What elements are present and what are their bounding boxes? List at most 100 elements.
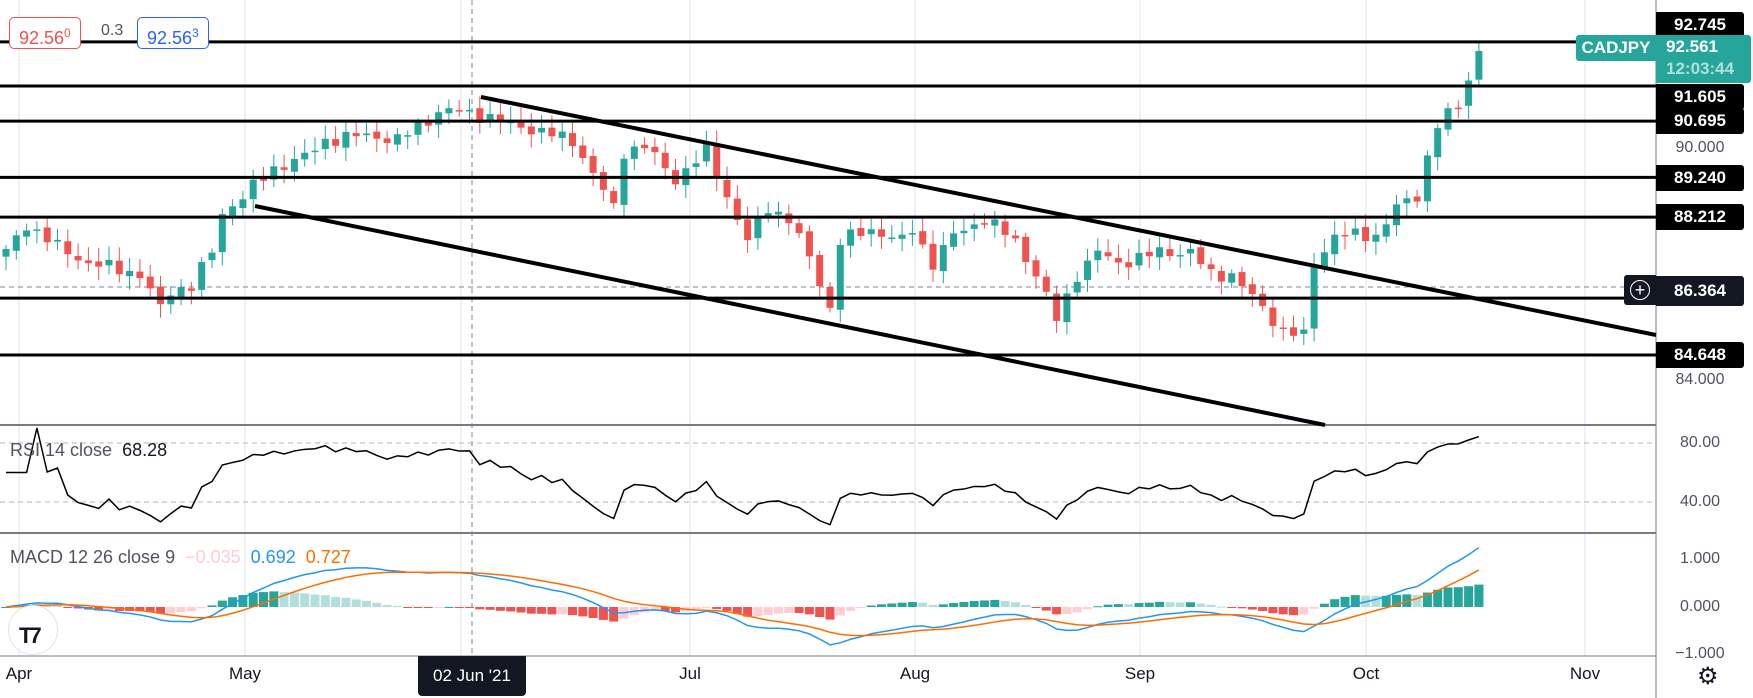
macd-tick-label: 0.000 [1679, 598, 1721, 615]
macd-histogram-bar [1052, 607, 1062, 615]
sell-button[interactable]: 92.560 [9, 17, 81, 49]
candle-body [1475, 50, 1483, 80]
candle-body [1094, 250, 1102, 261]
candle-body [692, 163, 700, 167]
macd-histogram-bar [835, 607, 845, 616]
price-level-label: 88.212 [1656, 204, 1744, 230]
candle-body [651, 146, 659, 153]
candle-body [136, 271, 144, 279]
candle-body [187, 288, 195, 291]
macd-histogram-bar [825, 607, 835, 620]
macd-histogram-bar [156, 607, 165, 614]
candle-body [486, 113, 494, 122]
macd-histogram-bar [650, 607, 660, 612]
candle-body [713, 144, 721, 179]
macd-histogram-bar [1319, 603, 1329, 607]
macd-histogram-bar [485, 607, 495, 610]
settings-gear-icon[interactable]: ⚙ [1697, 663, 1719, 690]
macd-histogram-bar [588, 607, 598, 619]
macd-histogram-bar [1402, 594, 1412, 607]
macd-histogram-bar [135, 607, 145, 612]
candle-body [105, 259, 113, 266]
buy-price-sup: 3 [192, 26, 199, 40]
tradingview-logo[interactable]: T7 [8, 605, 58, 655]
macd-histogram-bar [1247, 607, 1257, 610]
candle-body [1063, 293, 1071, 323]
candle-body [363, 133, 370, 136]
candle-body [630, 146, 638, 159]
time-axis-label: Apr [5, 664, 33, 683]
candle-body [1084, 260, 1091, 280]
rsi-tick-label: 80.00 [1679, 434, 1721, 451]
buy-button[interactable]: 92.563 [137, 17, 209, 49]
macd-histogram-bar [1258, 607, 1268, 612]
candle-body [393, 134, 401, 145]
candle-body [1104, 252, 1112, 257]
macd-histogram-bar [331, 596, 341, 607]
candle-body [836, 245, 844, 310]
macd-histogram-bar [1330, 599, 1340, 607]
candle-body [816, 255, 824, 287]
macd-histogram-bar [1453, 587, 1463, 607]
candle-body [1228, 273, 1236, 283]
price-level-label: 90.695 [1656, 108, 1744, 134]
candle-body [383, 138, 391, 143]
macd-histogram-bar [804, 607, 814, 615]
macd-histogram-bar [53, 605, 62, 607]
candle-body [1434, 128, 1442, 158]
macd-histogram-bar [495, 607, 505, 611]
time-axis-label: Jul [679, 664, 701, 683]
candle-body [352, 133, 360, 137]
candle-body [1362, 226, 1370, 242]
candle-body [414, 122, 422, 135]
candle-body [332, 139, 340, 146]
macd-legend[interactable]: MACD 12 26 close 9 −0.035 0.692 0.727 [10, 547, 351, 568]
candle-body [146, 276, 154, 289]
macd-histogram-bar [1124, 604, 1134, 607]
candle-body [960, 230, 968, 234]
candle-body [1011, 235, 1019, 239]
macd-histogram-bar [1, 607, 11, 608]
sell-price-sup: 0 [64, 26, 71, 40]
candle-body [218, 214, 226, 253]
candle-body [610, 191, 618, 204]
crosshair-price-label: 86.364 [1656, 276, 1744, 306]
candle-body [466, 109, 473, 112]
candle-body [599, 172, 607, 190]
candle-body [589, 156, 597, 173]
candle-body [74, 255, 82, 261]
candle-body [527, 126, 535, 135]
add-alert-button[interactable]: + [1624, 275, 1656, 305]
macd-histogram-bar [537, 607, 547, 614]
candle-body [373, 131, 381, 139]
macd-histogram-bar [1165, 602, 1175, 607]
candle-body [64, 241, 72, 255]
macd-histogram-bar [1392, 594, 1401, 607]
candle-body [929, 243, 937, 270]
macd-histogram-bar [969, 600, 979, 607]
macd-histogram-bar [186, 607, 196, 612]
candle-body [249, 179, 257, 200]
macd-histogram-bar [1474, 584, 1484, 607]
macd-histogram-bar [1381, 595, 1391, 607]
macd-histogram-bar [1000, 601, 1010, 607]
macd-histogram-bar [145, 607, 155, 613]
macd-histogram-bar [526, 607, 536, 614]
macd-histogram-bar [1010, 602, 1020, 607]
current-price: 92.561 [1666, 37, 1718, 56]
macd-histogram-bar [1144, 602, 1154, 607]
candle-body [847, 229, 855, 246]
macd-histogram-bar [557, 607, 567, 615]
candle-body [702, 144, 710, 162]
time-axis-label: May [228, 664, 262, 683]
macd-histogram-bar [1433, 589, 1443, 607]
macd-histogram-bar [228, 597, 238, 607]
macd-histogram-bar [1093, 606, 1103, 608]
bar-countdown: 12:03:44 [1666, 59, 1735, 78]
candle-body [548, 127, 556, 137]
candle-body [95, 261, 103, 267]
macd-histogram-bar [815, 607, 825, 617]
macd-histogram-bar [310, 594, 320, 607]
rsi-legend[interactable]: RSI 14 close 68.28 [10, 440, 167, 461]
